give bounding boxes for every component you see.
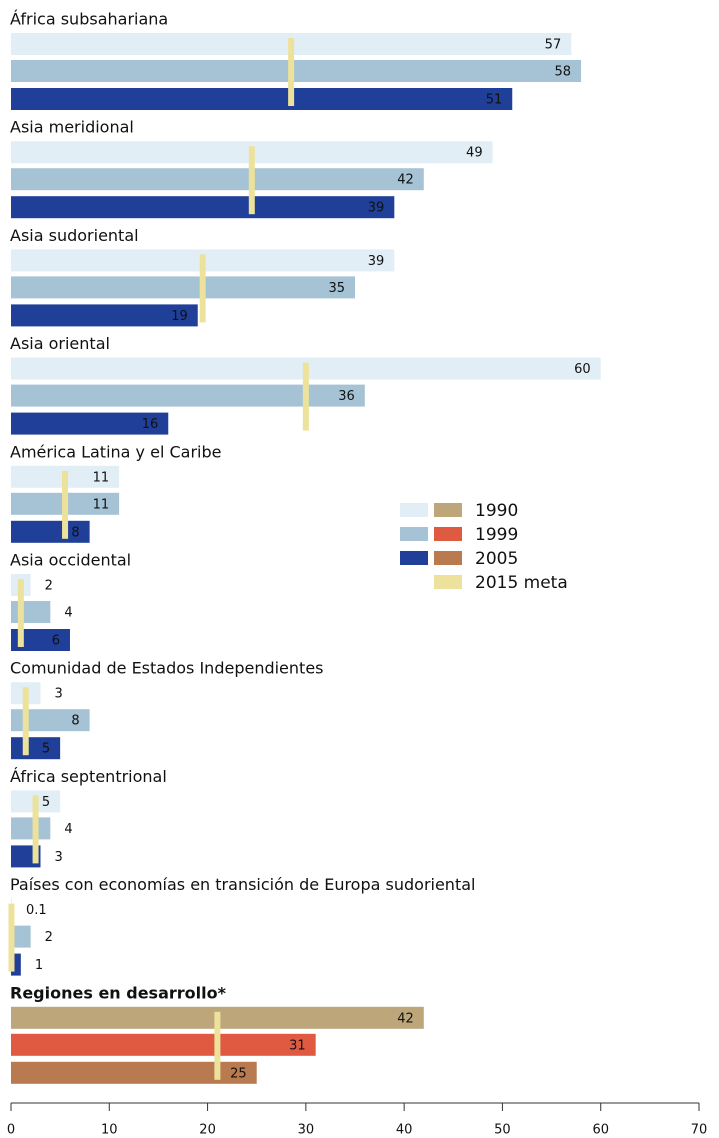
value-label: 39 [368, 201, 385, 216]
value-label: 8 [71, 525, 79, 540]
value-label: 5 [42, 742, 50, 757]
legend-swatch [434, 527, 462, 541]
bar [11, 925, 31, 948]
bar [11, 709, 90, 732]
region-label: África septentrional [10, 767, 167, 786]
bar [11, 1061, 257, 1084]
region-label: Regiones en desarrollo* [10, 983, 227, 1002]
region-label: Países con economías en transición de Eu… [10, 875, 475, 894]
region-label: Asia meridional [10, 118, 134, 137]
target-marker [302, 362, 309, 431]
legend-swatch [400, 503, 428, 517]
value-label: 4 [64, 822, 72, 837]
x-tick-label: 0 [7, 1123, 15, 1138]
bar [11, 737, 61, 760]
region-label: África subsahariana [10, 10, 168, 29]
bar [11, 196, 395, 219]
region-label: Asia oriental [10, 334, 110, 353]
target-marker [288, 38, 295, 106]
legend-swatch [434, 503, 462, 517]
bar [11, 384, 365, 407]
bar [11, 304, 198, 327]
bar [11, 412, 169, 435]
value-label: 39 [368, 254, 385, 269]
value-label: 1 [35, 958, 43, 973]
value-label: 3 [54, 850, 62, 865]
value-label: 5 [42, 795, 50, 810]
value-label: 60 [574, 362, 591, 377]
target-marker [62, 470, 69, 539]
region-label: Asia sudoriental [10, 226, 139, 245]
bar [11, 168, 424, 191]
legend-label: 1999 [475, 525, 518, 545]
region-label: Comunidad de Estados Independientes [10, 659, 324, 678]
x-tick-label: 10 [101, 1123, 118, 1138]
region-label: Asia occidental [10, 551, 131, 570]
x-tick-label: 70 [691, 1123, 708, 1138]
target-marker [199, 254, 206, 323]
value-label: 4 [64, 606, 72, 621]
value-label: 16 [142, 417, 159, 432]
x-tick-label: 20 [199, 1123, 216, 1138]
value-label: 36 [338, 389, 355, 404]
region-label: América Latina y el Caribe [10, 442, 221, 461]
legend-label: 2005 [475, 549, 518, 569]
legend-swatch [400, 527, 428, 541]
value-label: 11 [93, 497, 110, 512]
value-label: 2 [45, 930, 53, 945]
value-label: 35 [328, 281, 345, 296]
value-label: 42 [397, 1011, 414, 1026]
bar [11, 629, 70, 651]
value-label: 11 [93, 470, 110, 485]
target-marker [32, 795, 39, 864]
legend-swatch [434, 551, 462, 565]
value-label: 58 [555, 65, 572, 80]
x-tick-label: 30 [298, 1123, 315, 1138]
value-label: 25 [230, 1066, 247, 1081]
value-label: 6 [52, 634, 60, 649]
legend-label: 2015 meta [475, 573, 568, 593]
value-label: 57 [545, 38, 562, 53]
value-label: 8 [71, 714, 79, 729]
bar [11, 601, 51, 623]
bar [11, 88, 513, 110]
legend-swatch [434, 575, 462, 589]
value-label: 0.1 [26, 903, 47, 918]
bar [11, 276, 355, 299]
value-label: 42 [397, 173, 414, 188]
target-marker [17, 579, 24, 647]
value-label: 31 [289, 1038, 306, 1053]
x-tick-label: 60 [592, 1123, 609, 1138]
value-label: 19 [171, 309, 188, 324]
target-marker [8, 903, 15, 972]
value-label: 51 [486, 93, 503, 108]
target-marker [214, 1011, 221, 1080]
target-marker [248, 146, 255, 215]
value-label: 2 [45, 579, 53, 594]
bar [11, 817, 51, 840]
bar [11, 60, 582, 82]
value-label: 3 [54, 687, 62, 702]
legend-swatch [400, 551, 428, 565]
bar [11, 520, 90, 543]
value-label: 49 [466, 146, 483, 161]
bar [11, 953, 21, 976]
x-tick-label: 50 [494, 1123, 511, 1138]
legend-label: 1990 [475, 501, 518, 521]
bar [11, 1033, 316, 1056]
target-marker [22, 687, 29, 756]
x-tick-label: 40 [396, 1123, 413, 1138]
